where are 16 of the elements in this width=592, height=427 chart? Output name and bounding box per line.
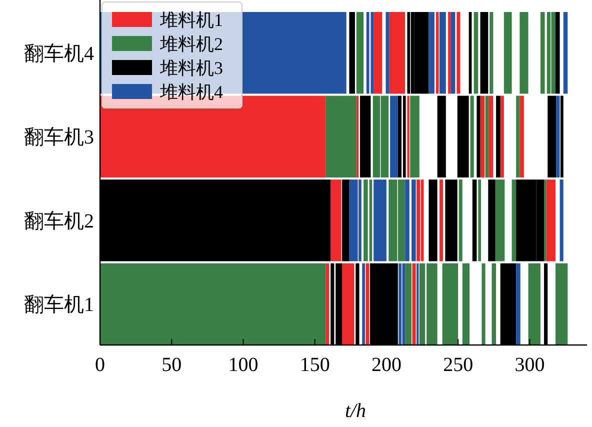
x-tick-label: 300 <box>514 354 545 376</box>
legend-label: 堆料机1 <box>159 10 223 30</box>
y-tick-label: 翻车机3 <box>24 126 94 149</box>
x-tick-label: 250 <box>443 354 474 376</box>
y-tick-label: 翻车机1 <box>24 294 94 316</box>
x-tick-label: 150 <box>300 354 330 376</box>
x-tick-label: 50 <box>162 354 182 376</box>
x-tick-label: 0 <box>95 354 105 376</box>
x-tick-label: 200 <box>371 354 402 376</box>
y-tick-label: 翻车机2 <box>24 210 94 232</box>
y-tick-label: 翻车机4 <box>24 42 94 65</box>
legend-label: 堆料机4 <box>159 82 223 102</box>
legend-label: 堆料机3 <box>159 58 223 78</box>
x-tick-label: 100 <box>228 354 258 376</box>
x-axis-title: t/h <box>344 400 366 422</box>
legend-label: 堆料机2 <box>159 34 223 54</box>
